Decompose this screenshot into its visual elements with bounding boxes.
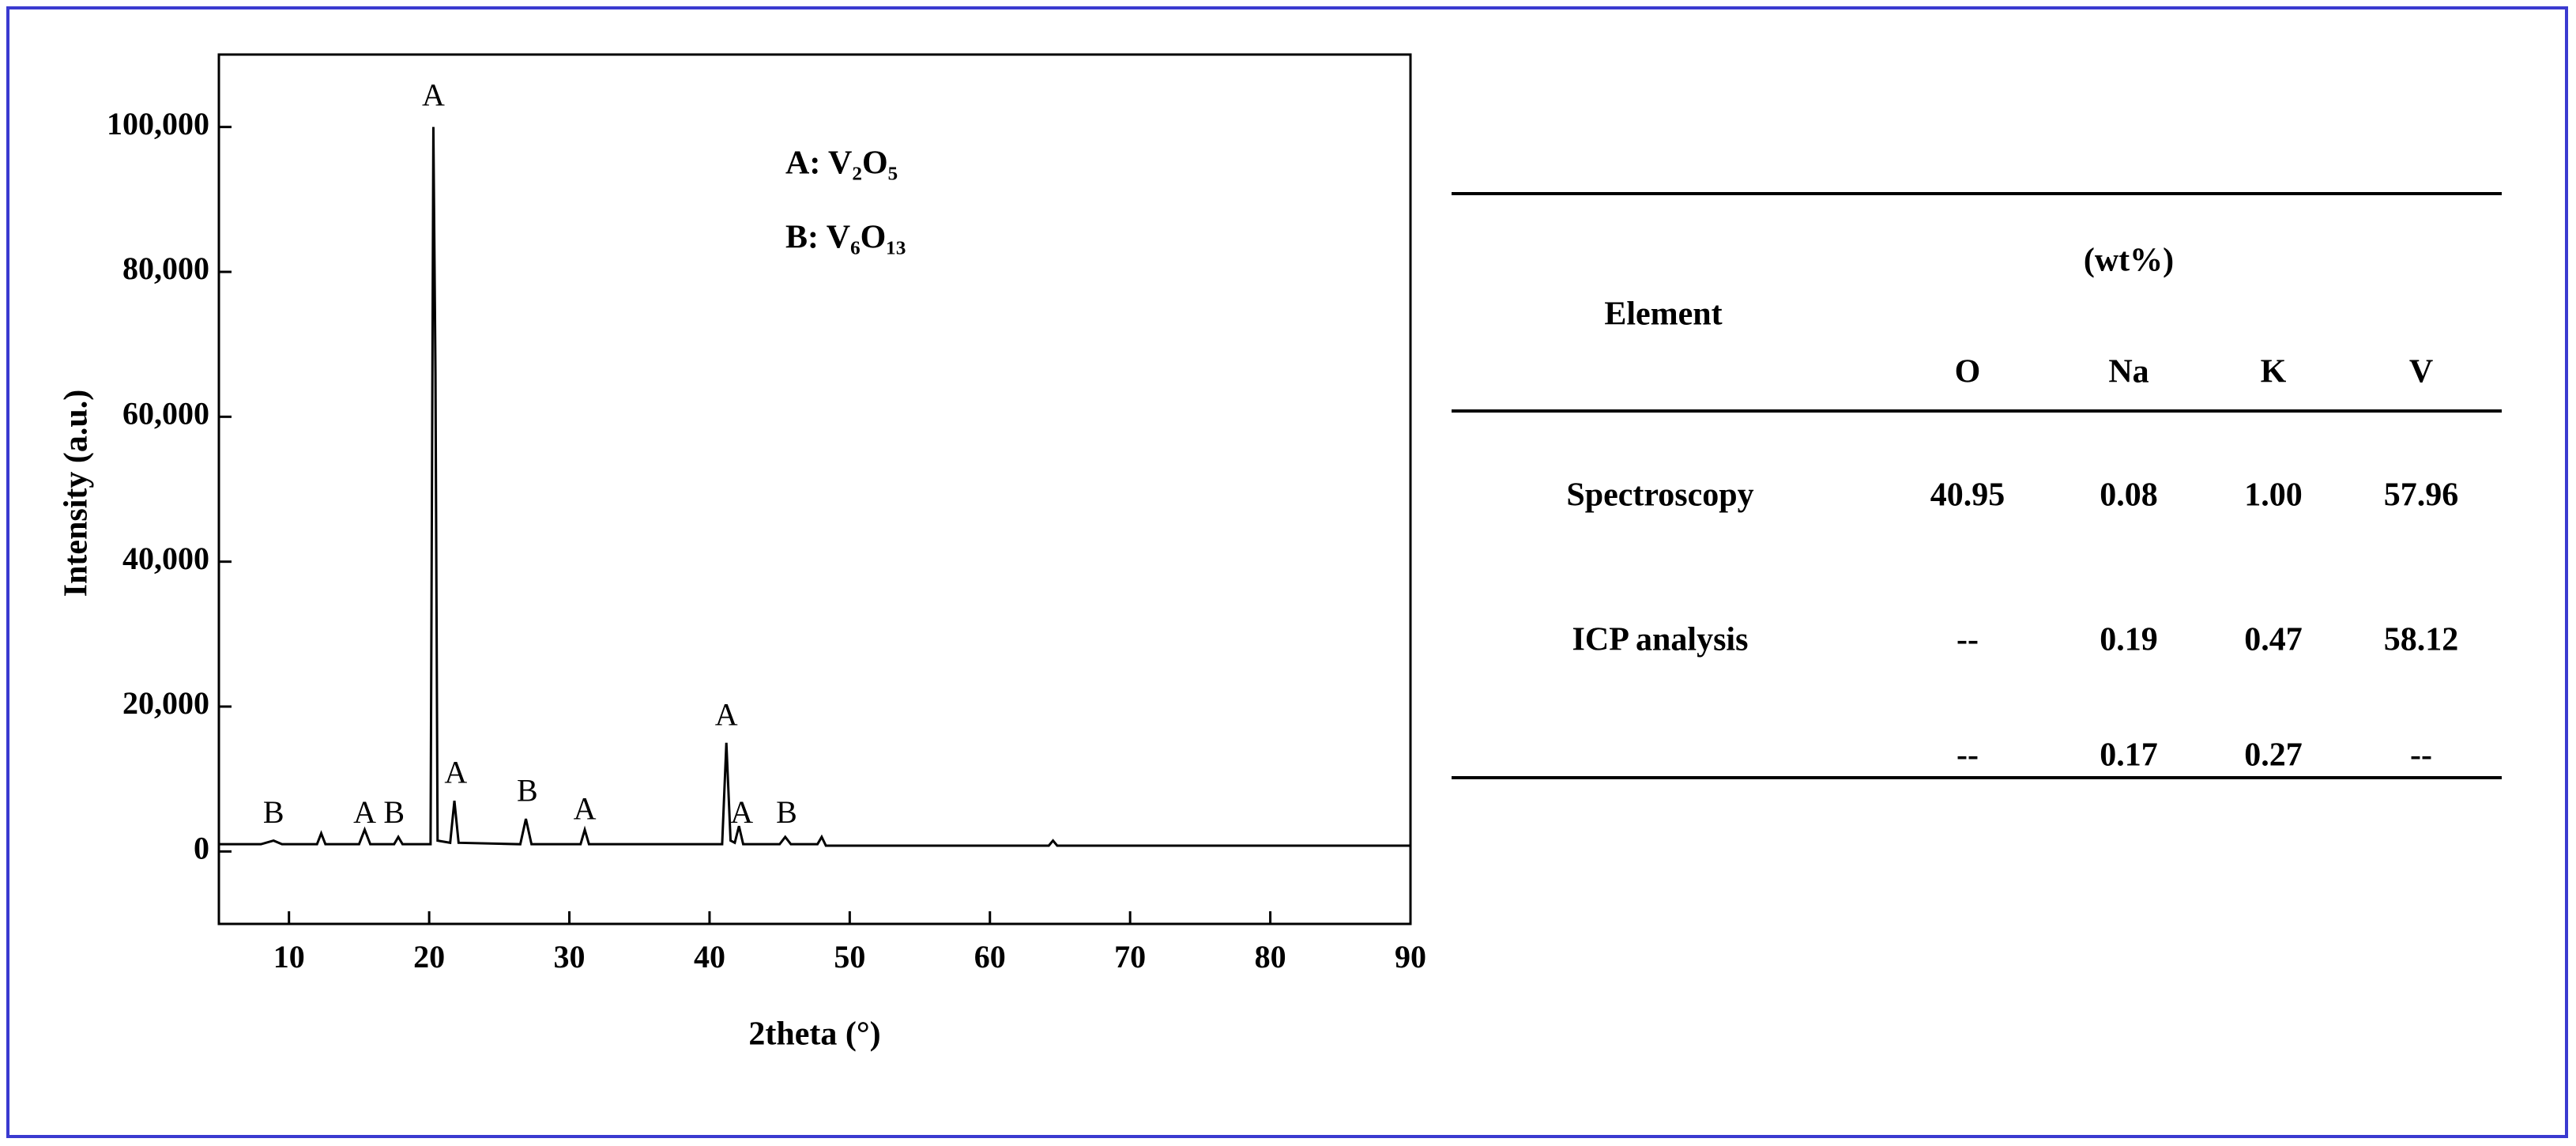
y-axis-label: Intensity (a.u.) [58,390,95,598]
peak-label: B [383,794,405,830]
table-cell: 40.95 [1930,477,2005,514]
peak-label: B [776,794,797,830]
table-cell: -- [2410,737,2432,774]
table-cell: 0.17 [2100,737,2158,774]
y-tick-label: 40,000 [122,541,209,576]
table-group-header: (wt%) [2084,243,2174,279]
legend-entry: B: V₆O₁₃ [785,220,906,256]
y-tick-label: 0 [194,831,209,866]
y-tick-label: 20,000 [122,685,209,721]
table-column-header: V [2409,354,2433,390]
y-tick-label: 80,000 [122,251,209,286]
table-cell: 0.27 [2244,737,2303,774]
table-column-header: O [1955,354,1981,390]
x-axis-label: 2theta (°) [748,1016,880,1053]
x-tick-label: 30 [554,939,586,974]
border [6,6,2568,1138]
x-tick-label: 40 [694,939,725,974]
plot-frame [217,53,1412,925]
table-cell: 0.08 [2100,477,2158,514]
spectrum-line [219,126,1410,847]
table-cell: -- [1956,622,1979,658]
table-cell: -- [1956,737,1979,774]
legend-entry: A: V₂O₅ [785,145,898,182]
x-tick-label: 10 [273,939,305,974]
x-tick-label: 80 [1255,939,1286,974]
x-tick-label: 90 [1395,939,1426,974]
table-row-label: Spectroscopy [1566,477,1753,514]
peak-label: A [730,794,753,830]
table-cell: 0.47 [2244,622,2303,658]
table-cell: 0.19 [2100,622,2158,658]
table-row-label: ICP analysis [1572,622,1749,658]
peak-label: B [517,773,538,809]
peak-label: A [444,755,467,790]
table-column-header: Na [2108,354,2149,390]
table-row-header: Element [1604,296,1722,333]
y-tick-label: 60,000 [122,396,209,432]
peak-label: A [574,790,597,826]
table-cell: 1.00 [2244,477,2303,514]
x-tick-label: 20 [413,939,445,974]
table-column-header: K [2261,354,2287,390]
table-cell: 57.96 [2384,477,2459,514]
table-cell: 58.12 [2384,622,2459,658]
x-tick-label: 50 [834,939,865,974]
peak-label: A [715,696,738,732]
x-tick-label: 60 [974,939,1006,974]
y-tick-label: 100,000 [107,106,209,141]
peak-label: B [263,794,284,830]
peak-label: A [353,794,376,830]
x-tick-label: 70 [1114,939,1146,974]
peak-label: A [422,77,445,113]
